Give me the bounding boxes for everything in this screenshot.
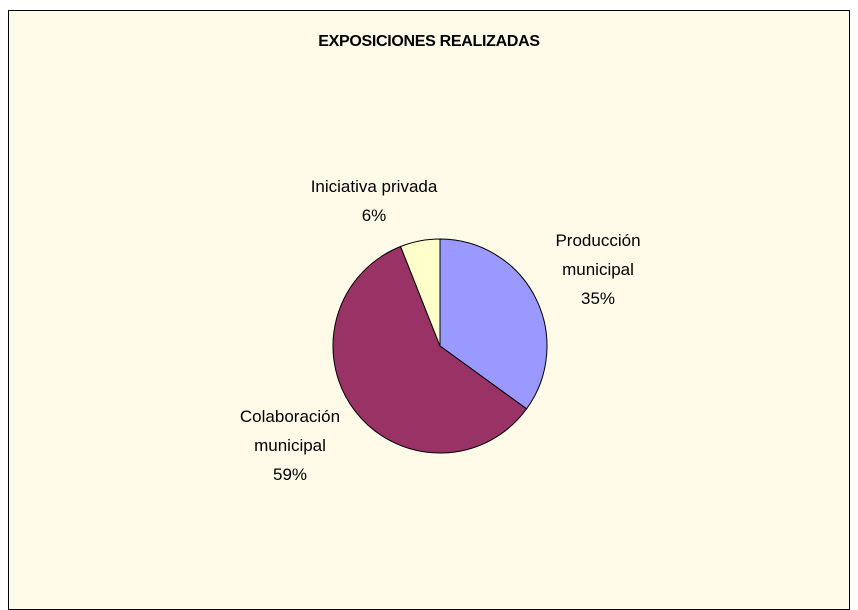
slice-label: Iniciativa privada 6%: [274, 172, 474, 230]
pie-slice: [399, 238, 441, 347]
pie-slice: [332, 245, 528, 454]
value-label: 6%: [361, 206, 387, 225]
category-label: Iniciativa privada: [310, 177, 438, 196]
chart-title: EXPOSICIONES REALIZADAS: [318, 33, 540, 50]
pie-area: [332, 238, 548, 454]
value-label: 35%: [580, 289, 616, 308]
category-label: Producción municipal: [555, 231, 641, 279]
chart: EXPOSICIONES REALIZADAS Producción munic…: [8, 10, 850, 610]
slice-label: Producción municipal 35%: [538, 226, 658, 313]
pie-slice: [439, 238, 548, 410]
value-label: 59%: [272, 465, 308, 484]
category-label: Colaboración municipal: [239, 407, 341, 455]
slice-label: Colaboración municipal 59%: [220, 402, 360, 489]
